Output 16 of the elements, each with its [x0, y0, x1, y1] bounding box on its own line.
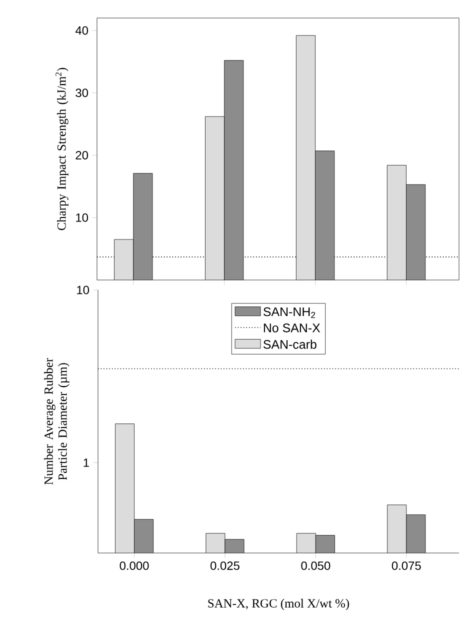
x-tick-label: 0.050 — [301, 561, 330, 570]
x-tick-label: 0.025 — [210, 561, 240, 570]
x-tick-label: 0.000 — [120, 561, 149, 570]
y-tick-label: 40 — [75, 26, 88, 35]
y-tick-label: 20 — [76, 151, 88, 160]
legend-label: SAN-NH$_{2}$ — [264, 307, 316, 318]
legend-label: No SAN-X — [264, 324, 320, 332]
y-tick-label: 10 — [77, 286, 90, 294]
y-axis-title: Number Average Rubber Particle Diameter (µm) — [44, 358, 70, 485]
y-tick-label: 30 — [76, 88, 88, 98]
y-axis-title: Charpy Impact Strength (kJ/m$^{2}$) — [56, 68, 68, 230]
legend-label: SAN-carb — [264, 340, 316, 349]
y-tick-label: 1 — [84, 458, 89, 467]
x-tick-label: 0.075 — [392, 561, 421, 570]
x-axis-title: SAN-X, RGC (mol X/wt %) — [208, 598, 350, 610]
y-tick-label: 10 — [76, 213, 88, 222]
